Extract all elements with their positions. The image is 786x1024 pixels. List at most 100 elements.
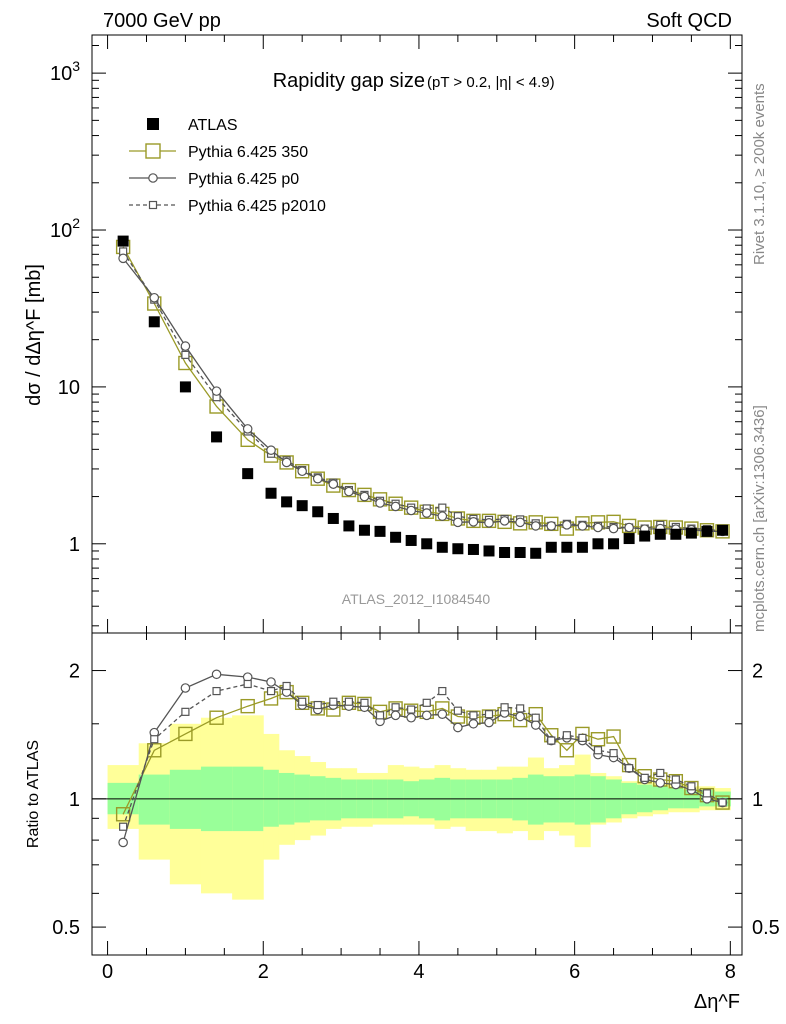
main-series-2-point (468, 517, 479, 527)
stat-uncertainty-band (527, 774, 544, 825)
main-series-0-point (179, 381, 191, 393)
main-series-1-point (341, 482, 357, 498)
stat-uncertainty-band (309, 776, 327, 821)
main-series-2-point (149, 292, 160, 303)
ratio-series-1-point (437, 709, 448, 719)
x-tick-label: 2 (258, 961, 269, 983)
main-series-2-point (546, 521, 557, 531)
ratio-series-2-point (593, 746, 603, 755)
ratio-plot-frame (91, 632, 743, 956)
ratio-series-0-point (115, 807, 131, 822)
ratio-series-1-point (266, 677, 276, 687)
main-series-0-point (312, 506, 324, 518)
main-series-0-point (514, 546, 526, 558)
ratio-series-1-point (453, 722, 463, 733)
stat-uncertainty-band (668, 788, 685, 809)
main-y-axis-label: dσ / dΔη^F [mb] (23, 264, 45, 406)
ratio-series-2-point (578, 733, 587, 742)
x-tick-label: 0 (102, 961, 113, 983)
main-series-0-point (545, 541, 557, 553)
main-series-2-point (281, 457, 292, 468)
legend-label: Pythia 6.425 p0 (188, 171, 299, 188)
ratio-series-1-point (406, 712, 416, 723)
main-series-0-point (592, 538, 604, 550)
main-series-2-point (406, 505, 416, 516)
ratio-series-2-point (500, 703, 509, 712)
stat-uncertainty-band (169, 769, 202, 829)
main-series-2-point (359, 491, 370, 502)
main-series-0-point (701, 525, 713, 537)
main-series-0-point (670, 528, 682, 540)
ratio-y-tick-label-right: 2 (752, 661, 763, 683)
ratio-y-tick-label-right: 0.5 (752, 917, 780, 939)
main-series-2-point (312, 473, 323, 484)
main-series-group (115, 235, 730, 559)
x-axis-label: Δη^F (694, 991, 740, 1013)
main-series-2-point (624, 522, 634, 533)
main-series-0-point (242, 468, 254, 480)
ratio-series-2-point (375, 711, 385, 720)
stat-uncertainty-band (574, 774, 591, 825)
ratio-series-2-point (656, 768, 665, 778)
legend-marker (148, 173, 158, 183)
ratio-series-1-point (515, 711, 525, 722)
main-series-2-point (118, 253, 128, 264)
main-series-2-point (375, 498, 385, 508)
main-series-2-point (593, 522, 603, 533)
main-series-2-point (344, 486, 354, 497)
main-series-2-point (211, 386, 222, 396)
main-series-2-point (499, 516, 510, 526)
ratio-y-tick-label: 0.5 (52, 917, 80, 939)
ratio-series-1-point (118, 837, 128, 848)
stat-uncertainty-band (559, 776, 576, 823)
ratio-series-2-point (671, 775, 680, 784)
stat-uncertainty-band (590, 776, 607, 823)
main-series-0-point (148, 316, 160, 328)
ratio-series-2-point (531, 713, 540, 722)
ratio-series-2-point (562, 731, 571, 740)
ratio-series-2-point (313, 700, 322, 710)
ratio-series-0-point (559, 743, 575, 758)
main-series-0-point (467, 543, 479, 555)
ratio-series-0-point (606, 729, 621, 744)
ratio-series-2-point (243, 679, 252, 689)
main-series-0-point (623, 533, 635, 545)
legend-label: Pythia 6.425 p2010 (188, 198, 326, 215)
ratio-series-1-point (211, 669, 222, 680)
ratio-series-0-point (715, 795, 730, 810)
main-series-2-point (453, 517, 463, 528)
analysis-tag: ATLAS_2012_I1084540 (342, 591, 491, 607)
y-tick-label: 10 (58, 377, 80, 399)
main-series-0-point (685, 527, 697, 539)
ratio-series-2-point (360, 698, 369, 707)
stat-uncertainty-band (138, 774, 171, 825)
ratio-series-0-point (209, 710, 224, 725)
main-series-0-point (117, 235, 129, 247)
main-series-2-point (484, 518, 494, 528)
ratio-series-2-point (150, 735, 159, 744)
legend-label: Pythia 6.425 350 (188, 144, 308, 161)
ratio-series-2-point (298, 697, 307, 706)
legend: ATLAS Pythia 6.425 350 Pythia 6.425 p0 Pyth… (129, 117, 326, 215)
ratio-series-2-point (407, 705, 416, 714)
main-series-0-point (327, 512, 339, 524)
main-series-2-point (328, 479, 339, 489)
x-tick-label: 8 (725, 961, 736, 983)
stat-uncertainty-band (263, 769, 280, 827)
ratio-series-2-point (391, 703, 400, 712)
main-series-0-point (576, 541, 588, 553)
main-series-0-point (421, 538, 433, 550)
main-series-0-point (452, 543, 464, 555)
rivet-version-label: Rivet 3.1.10, ≥ 200k events (751, 83, 768, 265)
main-series-1-point (621, 518, 637, 534)
mcplots-reference-label: mcplots.cern.ch [arXiv:1306.3436] (751, 405, 768, 632)
main-series-2-point (515, 517, 525, 528)
main-series-0-point (608, 538, 620, 550)
ratio-series-1-point (180, 683, 191, 693)
main-series-0-point (654, 528, 666, 540)
ratio-series-2-point (266, 686, 276, 696)
main-series-0-point (405, 534, 417, 546)
plot-title-cuts: (pT > 0.2, |η| < 4.9) (427, 74, 555, 91)
main-series-1-point (279, 455, 294, 470)
